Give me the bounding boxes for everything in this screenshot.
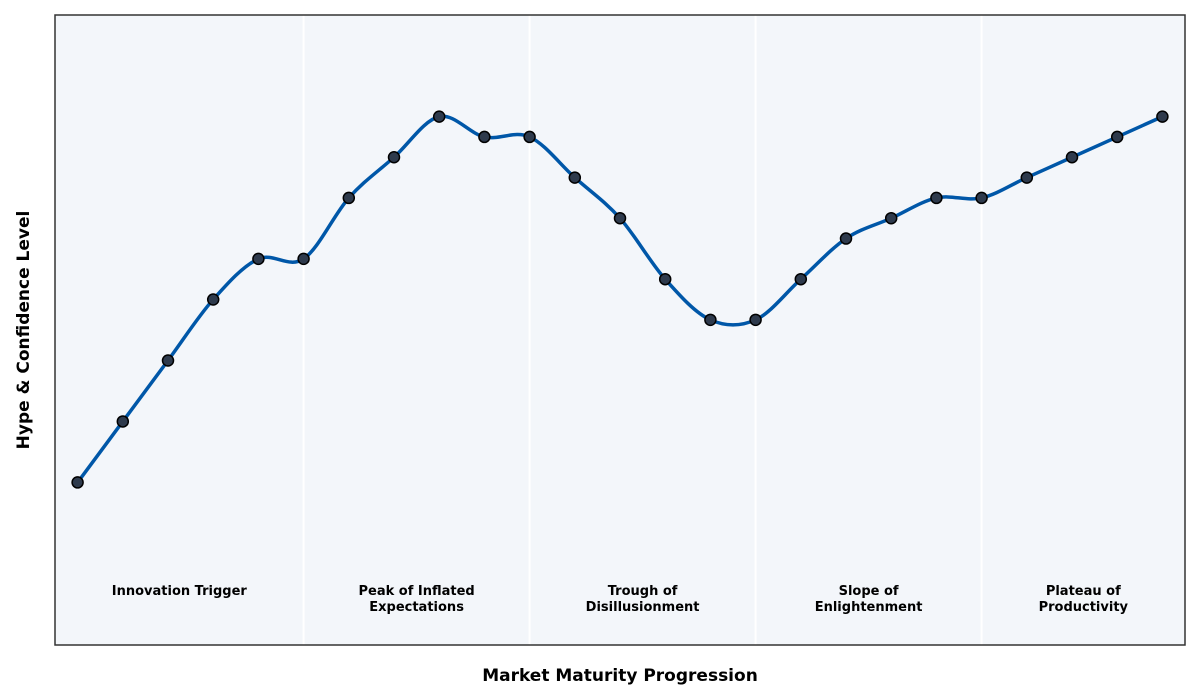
data-point — [1020, 171, 1034, 184]
phase-label: Trough of Disillusionment — [586, 584, 700, 615]
data-point — [839, 232, 853, 245]
phase-label: Peak of Inflated Expectations — [358, 584, 474, 615]
phase-label: Slope of Enlightenment — [815, 584, 923, 615]
data-point — [387, 151, 401, 164]
data-point — [884, 211, 898, 225]
data-point — [749, 313, 762, 327]
data-point — [342, 191, 356, 205]
data-point — [1110, 130, 1124, 144]
data-point — [71, 476, 84, 489]
data-point — [161, 354, 175, 367]
data-point — [704, 313, 717, 327]
phase-label: Innovation Trigger — [112, 584, 248, 599]
plot-background — [55, 15, 1185, 645]
phase-dividers — [302, 15, 983, 645]
data-point — [116, 415, 130, 428]
data-point — [297, 252, 310, 266]
data-point — [568, 171, 582, 184]
x-axis-label: Market Maturity Progression — [482, 666, 758, 686]
data-points — [71, 110, 1169, 489]
data-point — [1065, 151, 1079, 164]
data-point — [206, 293, 220, 306]
data-point — [658, 272, 672, 286]
data-point — [794, 272, 808, 286]
data-point — [975, 191, 988, 205]
phase-label: Plateau of Productivity — [1039, 584, 1129, 615]
data-point — [478, 130, 491, 144]
data-point — [523, 130, 536, 144]
plot-frame — [54, 14, 1186, 646]
data-point — [613, 211, 627, 225]
data-point — [432, 110, 446, 123]
data-point — [252, 252, 265, 266]
data-point — [930, 191, 943, 205]
data-point — [1156, 110, 1169, 123]
y-axis-label: Hype & Confidence Level — [14, 211, 34, 450]
phase-labels: Innovation Trigger Peak of Inflated Expect… — [112, 584, 1129, 615]
